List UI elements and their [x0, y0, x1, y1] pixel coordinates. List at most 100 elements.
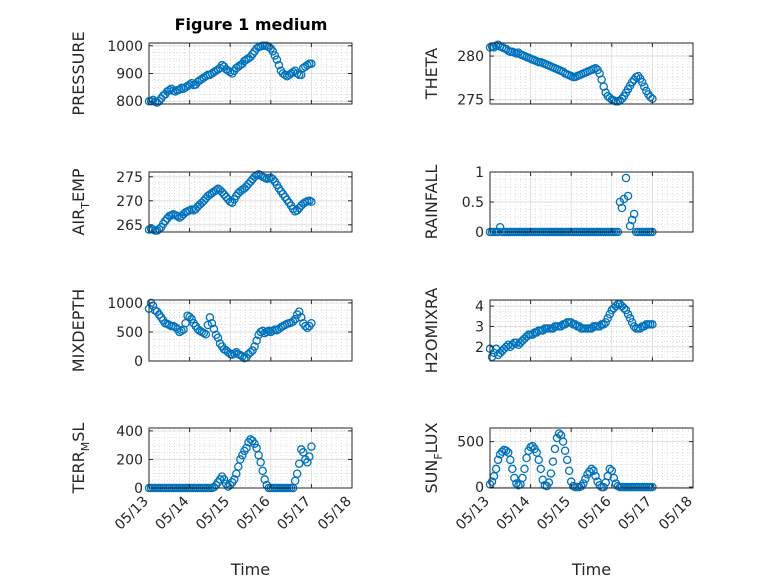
- x-axis-label: Time: [230, 560, 270, 579]
- data-point: [209, 324, 219, 334]
- data-point: [225, 67, 235, 77]
- data-point: [510, 473, 519, 483]
- data-point: [213, 333, 223, 343]
- data-point: [248, 346, 257, 355]
- y-tick-label: 0: [134, 354, 143, 370]
- data-point: [564, 466, 574, 475]
- data-point: [534, 455, 543, 465]
- data-point: [205, 313, 215, 322]
- y-tick-label: 270: [116, 194, 143, 210]
- axes-box: [489, 42, 694, 105]
- y-tick-label: 0: [475, 225, 484, 241]
- subplot-air-temp: 265 270 275 AIRTEMP: [69, 168, 353, 236]
- subplot-theta: 275 280 THETA: [422, 40, 694, 109]
- data-point: [611, 301, 621, 311]
- data-point: [635, 324, 645, 333]
- data-point: [579, 479, 588, 488]
- data-point: [201, 330, 211, 339]
- data-point: [648, 482, 657, 492]
- y-axis-label: SUNFLUX: [422, 422, 445, 493]
- data-point: [621, 173, 631, 183]
- subplot-mixdepth: 0 500 1000 MIXDEPTH: [69, 289, 353, 372]
- data-point: [270, 51, 280, 60]
- data-point: [272, 55, 282, 64]
- y-axis-label: RAINFALL: [422, 165, 441, 240]
- data-point: [627, 77, 637, 87]
- data-point: [550, 444, 560, 454]
- y-tick-label: 500: [457, 435, 484, 451]
- subplot-sun-flux: 0 500 05/13 05/14 05/15 05/16 05/17 05/18 Time SU…: [422, 422, 696, 579]
- data-point: [303, 60, 312, 70]
- axes-box: [148, 171, 353, 233]
- data-point: [307, 442, 316, 451]
- data-point: [258, 326, 267, 336]
- data-point: [260, 475, 269, 484]
- data-point: [548, 457, 558, 466]
- y-tick-label: 280: [457, 49, 484, 65]
- data-point: [274, 60, 284, 70]
- data-point: [617, 203, 627, 213]
- data-point: [599, 320, 608, 329]
- data-point: [268, 47, 278, 56]
- data-point: [487, 477, 497, 486]
- x-tick-label: 05/17: [615, 494, 655, 534]
- x-tick-label: 05/14: [153, 493, 193, 533]
- data-point: [288, 317, 298, 326]
- data-point: [209, 483, 219, 492]
- y-axis-label: AIRTEMP: [69, 168, 92, 235]
- data-point: [305, 452, 314, 461]
- y-tick-label: 500: [116, 325, 143, 341]
- data-point: [250, 439, 259, 448]
- x-tick-label: 05/16: [575, 493, 615, 533]
- data-point: [187, 78, 196, 88]
- x-tick-label: 05/18: [656, 494, 696, 534]
- y-tick-label: 0.5: [462, 195, 484, 211]
- data-point: [625, 314, 635, 323]
- x-tick-label: 05/13: [453, 494, 493, 534]
- subplot-rainfall: 0 0.5 1 RAINFALL: [422, 165, 694, 241]
- axes-box: [148, 299, 353, 362]
- data-point: [646, 92, 655, 102]
- data-point: [219, 475, 229, 484]
- y-tick-label: 400: [116, 424, 143, 440]
- y-tick-label: 1000: [107, 39, 143, 55]
- y-tick-label: 900: [116, 67, 143, 83]
- subplot-h2omixra: 2 3 4 H2OMIXRA: [422, 288, 694, 373]
- y-axis-label: PRESSURE: [69, 31, 88, 115]
- y-tick-label: 265: [116, 218, 143, 234]
- data-point: [623, 309, 633, 319]
- data-point: [629, 209, 639, 219]
- data-point: [605, 464, 615, 474]
- data-point: [238, 450, 247, 460]
- data-point: [280, 70, 290, 80]
- data-point: [497, 447, 507, 456]
- data-point: [246, 348, 255, 357]
- axes-box: [489, 299, 694, 362]
- x-tick-label: 05/17: [274, 494, 314, 534]
- data-point: [294, 307, 304, 316]
- data-point: [536, 464, 546, 474]
- data-point: [591, 471, 600, 481]
- y-tick-label: 4: [475, 299, 484, 315]
- x-tick-label: 05/14: [494, 493, 534, 533]
- data-point: [256, 458, 265, 467]
- data-point: [544, 478, 554, 487]
- data-point: [512, 479, 521, 488]
- data-point: [185, 80, 194, 89]
- x-tick-label: 05/15: [534, 494, 574, 534]
- data-point: [640, 82, 649, 91]
- data-point: [619, 303, 629, 313]
- data-point: [146, 96, 156, 106]
- data-point: [303, 458, 312, 467]
- x-axis-label: Time: [571, 560, 611, 579]
- data-point: [508, 340, 517, 349]
- data-point: [601, 318, 610, 327]
- y-tick-label: 1: [475, 165, 484, 181]
- data-point: [203, 320, 213, 330]
- data-point: [623, 191, 633, 201]
- data-point: [223, 348, 233, 357]
- x-tick-label: 05/15: [193, 494, 233, 534]
- data-point: [290, 314, 300, 324]
- data-point: [250, 342, 259, 351]
